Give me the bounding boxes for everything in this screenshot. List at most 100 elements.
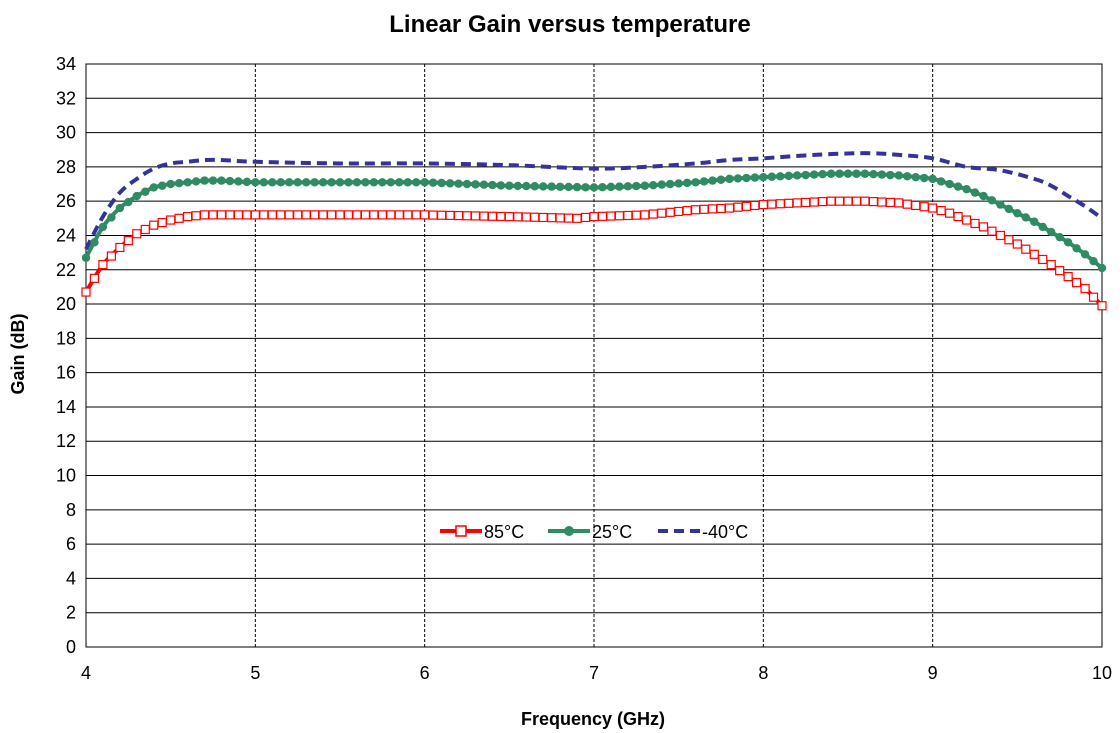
data-point xyxy=(395,178,404,187)
data-point xyxy=(259,178,268,187)
data-point xyxy=(733,174,743,183)
data-point xyxy=(1038,222,1047,232)
data-point xyxy=(674,179,683,188)
data-point xyxy=(1097,263,1107,273)
data-point xyxy=(132,191,141,201)
data-point xyxy=(615,182,624,191)
data-point xyxy=(267,210,277,220)
data-point xyxy=(1072,244,1081,253)
data-point xyxy=(580,212,591,223)
data-point xyxy=(191,211,201,221)
data-point xyxy=(885,197,895,208)
data-point xyxy=(420,178,429,187)
data-point xyxy=(860,196,870,206)
data-point xyxy=(208,210,218,220)
data-point xyxy=(674,206,684,217)
data-point xyxy=(852,169,861,178)
grid-lines xyxy=(86,63,1102,648)
x-tick-label: 5 xyxy=(250,663,260,683)
legend-marker xyxy=(455,525,467,537)
data-point xyxy=(1038,254,1048,265)
data-point xyxy=(936,177,946,186)
data-point xyxy=(818,169,827,179)
data-point xyxy=(733,202,743,212)
data-point xyxy=(1088,292,1099,302)
data-point xyxy=(928,174,937,184)
data-point xyxy=(741,201,752,211)
data-point xyxy=(437,178,446,188)
data-point xyxy=(758,200,768,210)
series-0 xyxy=(81,196,1107,311)
data-point xyxy=(293,178,302,187)
data-point xyxy=(843,196,853,206)
data-point xyxy=(1029,249,1039,259)
data-point xyxy=(344,178,353,187)
y-tick-label: 24 xyxy=(56,225,76,245)
data-point xyxy=(589,183,599,192)
data-point xyxy=(944,208,955,218)
legend-label: -40°C xyxy=(702,522,748,542)
data-point xyxy=(597,211,608,221)
data-point xyxy=(81,253,91,262)
data-point xyxy=(335,178,345,187)
data-point xyxy=(598,182,607,192)
data-point xyxy=(539,182,548,191)
data-point xyxy=(851,196,862,206)
data-point xyxy=(89,273,100,283)
data-point xyxy=(759,172,768,182)
data-point xyxy=(98,260,108,270)
data-point xyxy=(166,179,175,189)
data-point xyxy=(538,212,548,223)
data-point xyxy=(106,251,117,261)
data-point xyxy=(564,182,573,192)
data-point xyxy=(750,200,760,211)
data-point xyxy=(1047,227,1056,237)
data-point xyxy=(928,203,938,213)
data-point xyxy=(690,205,701,215)
data-point xyxy=(471,180,480,189)
legend-entry: -40°C xyxy=(658,522,748,542)
y-tick-label: 6 xyxy=(66,534,76,554)
data-point xyxy=(183,212,193,222)
data-point xyxy=(1013,208,1022,218)
data-point xyxy=(835,169,844,178)
data-point xyxy=(572,182,582,192)
data-point xyxy=(970,188,980,197)
data-point xyxy=(631,210,641,220)
data-point xyxy=(801,197,811,208)
data-point xyxy=(817,197,828,207)
series-line xyxy=(84,151,1104,251)
data-point xyxy=(843,169,853,178)
data-point xyxy=(919,202,929,212)
data-point xyxy=(98,222,108,232)
data-point xyxy=(869,169,878,179)
legend-label: 25°C xyxy=(592,522,632,542)
data-point xyxy=(648,209,658,219)
x-axis-title: Frequency (GHz) xyxy=(521,709,665,729)
data-point xyxy=(649,180,658,190)
data-point xyxy=(868,197,879,207)
data-point xyxy=(361,178,370,187)
data-point xyxy=(488,180,497,190)
x-tick-labels: 4 5 6 7 8 9 10 xyxy=(81,663,1112,683)
data-point xyxy=(360,210,370,220)
data-point xyxy=(530,212,540,222)
data-point xyxy=(716,175,726,184)
data-point xyxy=(826,169,836,178)
data-point xyxy=(1089,256,1098,266)
data-point xyxy=(293,210,303,220)
data-point xyxy=(301,210,311,220)
data-point xyxy=(403,178,412,187)
data-point xyxy=(369,178,379,187)
data-point xyxy=(1080,284,1090,294)
data-point xyxy=(953,212,963,222)
data-point xyxy=(936,206,946,216)
data-point xyxy=(555,213,565,223)
y-tick-label: 8 xyxy=(66,500,76,520)
data-point xyxy=(809,197,819,207)
data-point xyxy=(81,287,91,297)
data-point xyxy=(285,178,294,187)
data-point xyxy=(225,210,235,220)
